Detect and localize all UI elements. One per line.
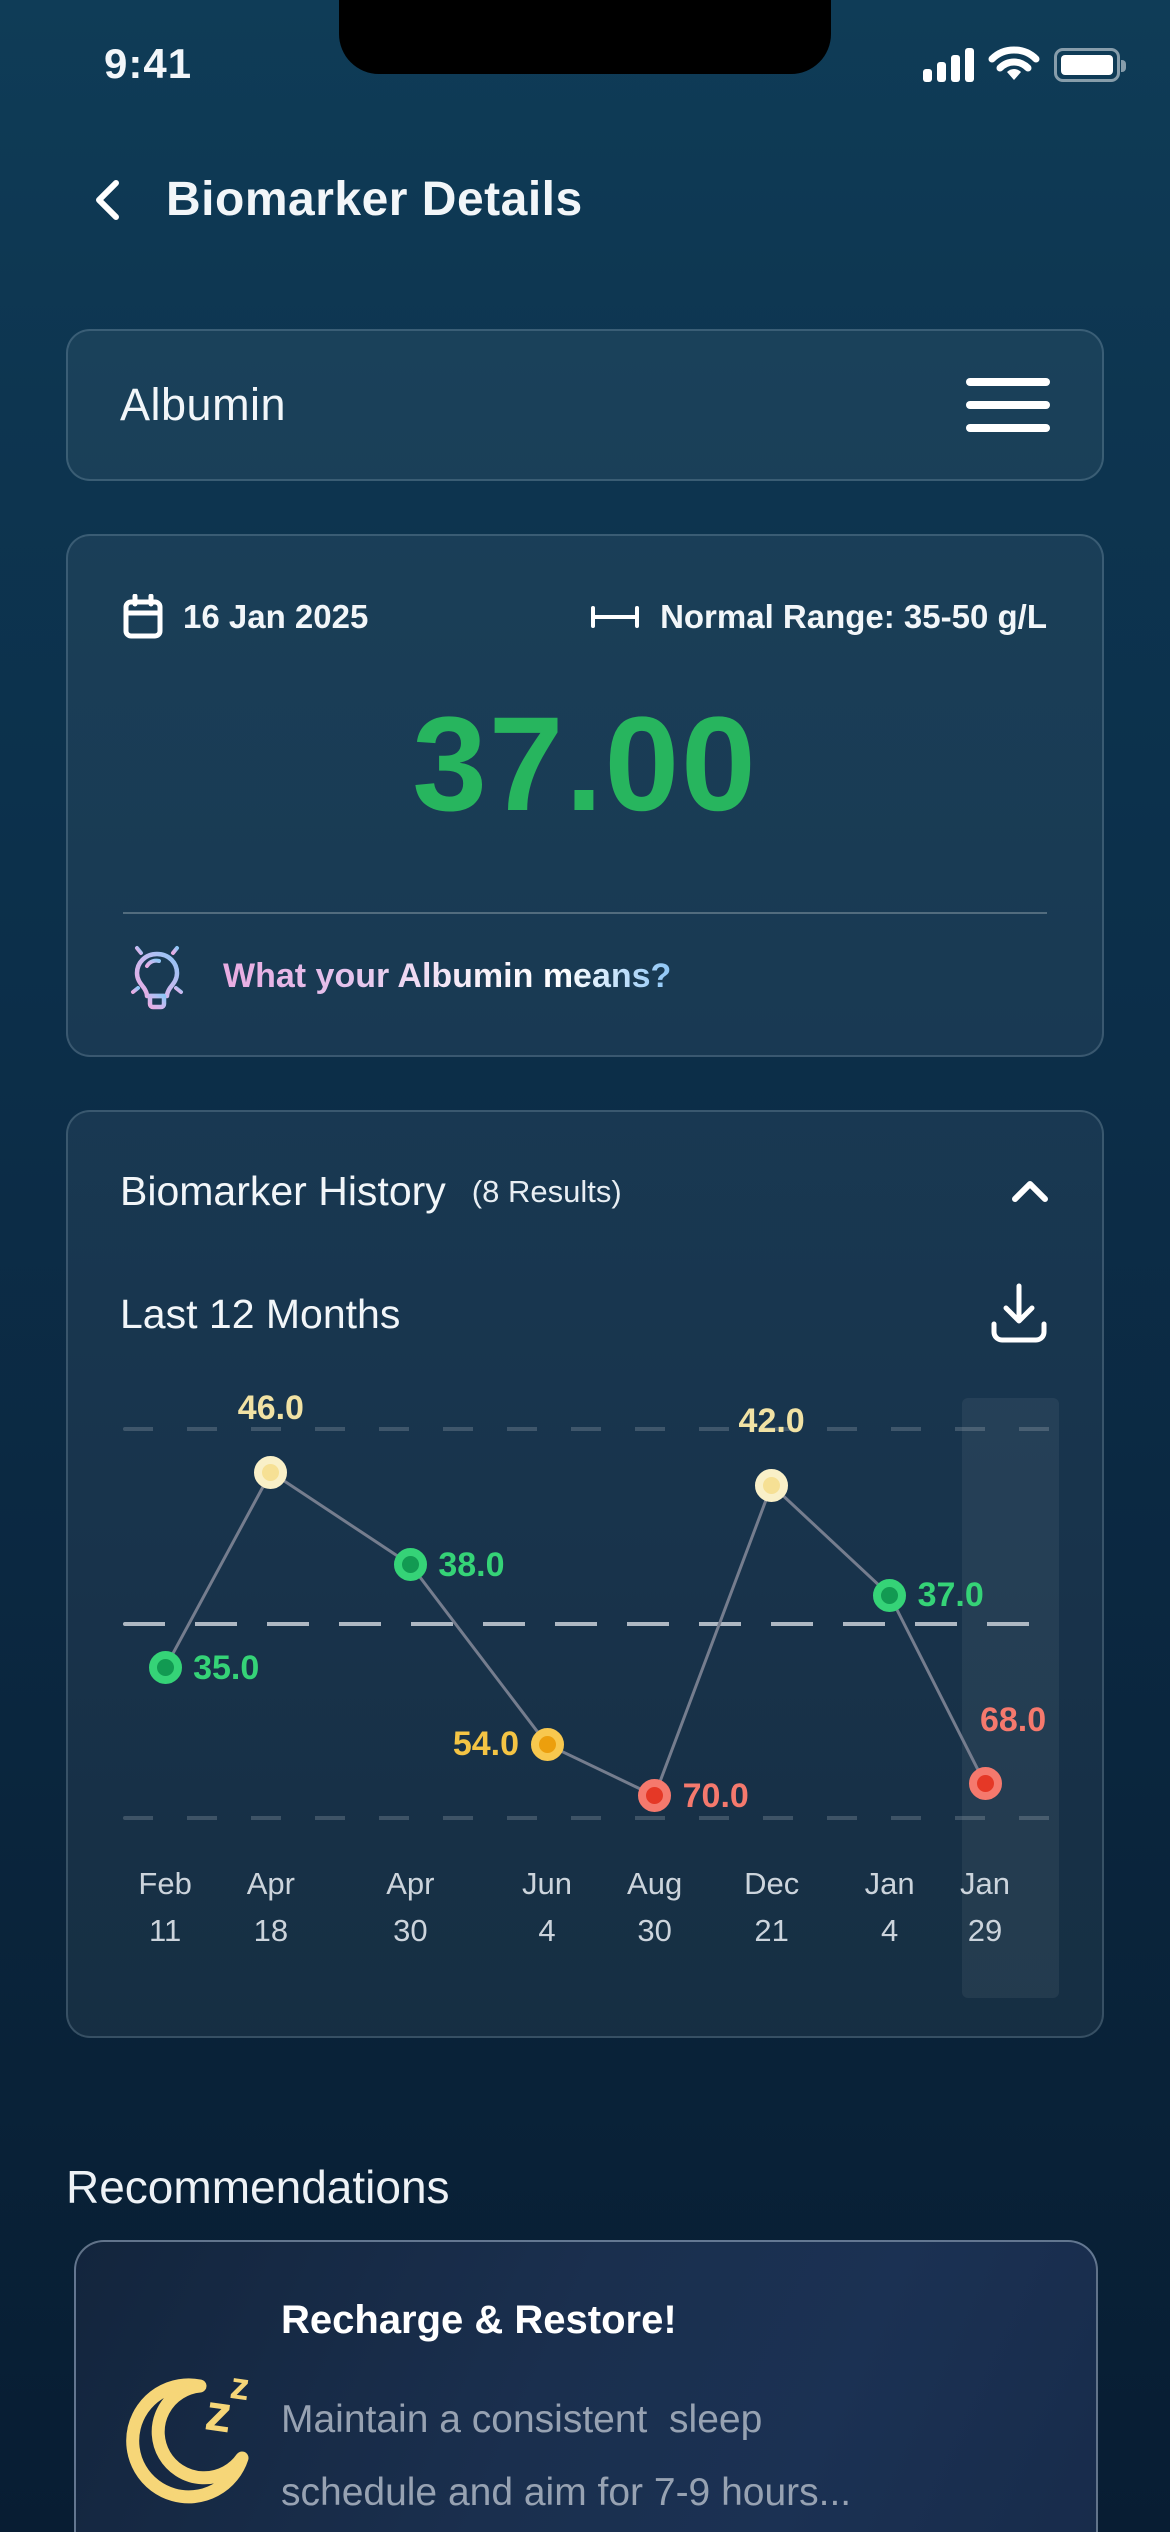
x-axis-label: Jun 4 [522,1866,572,1948]
recommendation-title: Recharge & Restore! [281,2298,677,2342]
normal-range-group: Normal Range: 35-50 g/L [590,598,1047,636]
chevron-up-icon[interactable] [1010,1179,1050,1205]
menu-icon[interactable] [966,378,1050,432]
history-chart: 35.0 Feb 11 46.0 Apr 18 38.0 Apr 30 54.0 Jun 4 70.0 A… [123,1389,1059,1998]
status-time: 9:41 [104,40,193,87]
trend-line [163,1469,987,1798]
lightbulb-icon [123,940,191,1012]
battery-icon [1054,48,1126,82]
wifi-icon [988,46,1040,84]
history-title: Biomarker History [120,1168,446,1214]
crescent-moon-icon: z z [112,2360,262,2510]
history-period-row: Last 12 Months [120,1282,1050,1346]
x-axis-label: Apr 30 [386,1866,435,1948]
value-label: 70.0 [682,1776,749,1815]
biomarker-info-text: What your Albumin means? [223,956,672,995]
header: Biomarker Details [92,172,583,227]
x-axis-label: Jan 29 [960,1866,1011,1948]
history-card: Biomarker History (8 Results) Last 12 Mo… [66,1110,1104,2038]
data-point-Aug-30[interactable] [638,1779,672,1813]
x-axis-label: Aug 30 [627,1866,683,1948]
recommendation-body: Recharge & Restore! Maintain a consisten… [281,2298,1060,2529]
data-point-Jan-4[interactable] [873,1578,907,1612]
value-label: 35.0 [193,1648,260,1687]
x-axis-label: Dec 21 [744,1866,800,1948]
history-header[interactable]: Biomarker History (8 Results) [120,1168,1050,1215]
x-axis-label: Apr 18 [246,1866,295,1948]
reading-meta-row: 16 Jan 2025 Normal Range: 35-50 g/L [123,594,1047,640]
data-point-Apr-30[interactable] [393,1548,427,1581]
history-results-count: (8 Results) [471,1173,622,1209]
value-label: 68.0 [979,1700,1047,1739]
value-label: 38.0 [438,1545,505,1584]
biomarker-name-card: Albumin [66,329,1104,481]
page-title: Biomarker Details [166,173,583,226]
data-point-Apr-18[interactable] [254,1455,288,1489]
data-point-Jun-4[interactable] [530,1727,564,1761]
range-bar-icon [590,606,640,628]
recommendations-heading: Recommendations [66,2161,450,2214]
data-point-Feb-11[interactable] [148,1651,182,1685]
gridline-top [123,1427,1059,1432]
biomarker-name: Albumin [120,379,287,430]
gridline-middle [123,1621,1059,1626]
status-icons [923,46,1126,84]
divider [123,912,1047,914]
highlighted-column [961,1398,1059,1998]
value-label: 42.0 [738,1402,805,1441]
svg-text:z: z [228,2365,253,2409]
reading-card: 16 Jan 2025 Normal Range: 35-50 g/L 37.0… [66,534,1104,1057]
reading-date: 16 Jan 2025 [183,598,369,635]
value-label: 37.0 [917,1576,984,1615]
normal-range-label: Normal Range: 35-50 g/L [660,598,1047,635]
biomarker-info-link[interactable]: What your Albumin means? [123,940,671,1012]
x-axis-label: Jan 4 [864,1866,915,1948]
reading-date-group: 16 Jan 2025 [123,594,368,640]
value-label: 54.0 [452,1725,519,1764]
x-axis-label: Feb 11 [138,1866,192,1948]
gridline-bottom [123,1816,1059,1821]
data-point-Dec-21[interactable] [755,1468,789,1502]
back-icon[interactable] [92,178,122,222]
notch [339,0,831,74]
signal-bars-icon [923,48,974,82]
recommendation-text: Maintain a consistent sleep schedule and… [281,2398,852,2514]
history-period: Last 12 Months [120,1290,401,1337]
calendar-icon [123,594,163,640]
reading-value: 37.00 [412,690,758,839]
download-icon[interactable] [988,1282,1050,1346]
data-point-Jan-29[interactable] [968,1767,1002,1801]
recommendation-card[interactable]: z z Recharge & Restore! Maintain a consi… [74,2240,1098,2532]
value-label: 46.0 [237,1389,304,1428]
